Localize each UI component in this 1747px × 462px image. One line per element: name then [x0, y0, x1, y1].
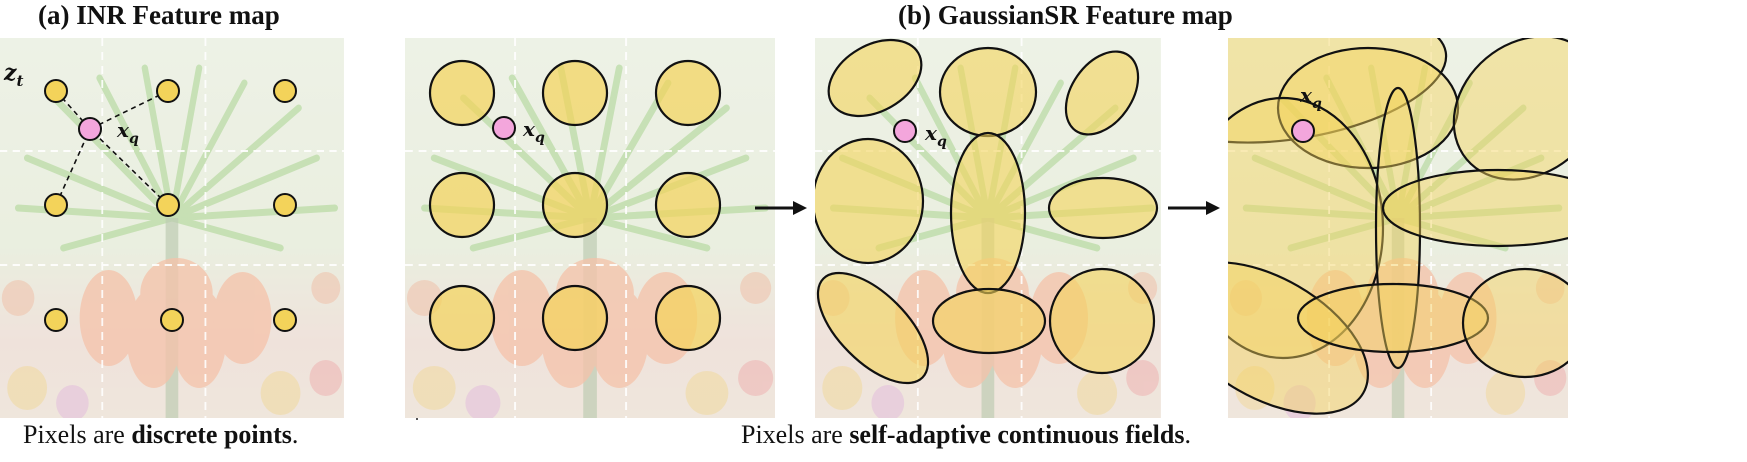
query-label: xq: [1299, 83, 1322, 112]
query-point: [78, 117, 102, 141]
caption-inr-suffix: .: [291, 420, 299, 449]
query-label: xq: [116, 118, 139, 147]
caption-inr: Pixels are discrete points.: [23, 420, 298, 450]
query-label: xq: [522, 117, 545, 146]
latent-label: zt: [3, 60, 24, 90]
title-inr: (a) INR Feature map: [38, 0, 280, 30]
caption-inr-prefix: Pixels are: [23, 420, 132, 449]
panel-gaussian-zoomed: xq: [1228, 38, 1568, 418]
caption-gaussiansr-bold: self-adaptive continuous fields: [849, 420, 1185, 449]
latent-points: [44, 79, 297, 332]
inr-diagram: zt xq: [0, 38, 344, 418]
right-arrow-icon: [1168, 201, 1220, 215]
panel-inr: zt xq: [0, 38, 344, 418]
overlapping-gaussians: [1228, 38, 1568, 415]
right-arrow-icon: [755, 201, 807, 215]
caption-gaussiansr: Pixels are self-adaptive continuous fiel…: [741, 420, 1191, 450]
query-point: [1291, 119, 1315, 143]
gaussian-zoomed-diagram: xq: [1228, 38, 1568, 418]
gaussian-circles: [428, 59, 722, 352]
caption-gaussiansr-prefix: Pixels are: [741, 420, 850, 449]
caption-gaussiansr-suffix: .: [1184, 420, 1191, 449]
query-label: xq: [924, 121, 947, 150]
adaptive-gaussians: [815, 38, 1159, 385]
query-point: [492, 116, 516, 140]
gaussian-initial-diagram: xq: [405, 38, 775, 418]
caption-inr-bold: discrete points: [131, 420, 292, 449]
panel-gaussian-adapted: xq: [815, 38, 1161, 418]
query-point: [893, 119, 917, 143]
gaussian-adapted-diagram: xq: [815, 38, 1161, 418]
panel-gaussian-initial: xq: [405, 38, 775, 418]
title-gaussiansr: (b) GaussianSR Feature map: [898, 0, 1233, 30]
